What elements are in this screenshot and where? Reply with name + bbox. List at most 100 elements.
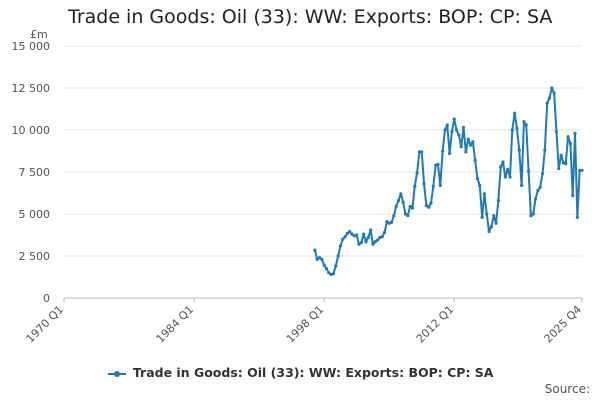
data-point[interactable] [345, 231, 349, 235]
data-point[interactable] [317, 256, 322, 260]
data-point[interactable] [568, 141, 572, 146]
data-point[interactable] [431, 184, 435, 188]
data-point[interactable] [336, 254, 340, 258]
data-point[interactable] [554, 130, 559, 134]
data-point[interactable] [441, 149, 445, 153]
data-point[interactable] [468, 143, 473, 147]
data-point[interactable] [424, 204, 428, 208]
data-point[interactable] [410, 206, 415, 210]
data-point[interactable] [322, 263, 326, 267]
data-point[interactable] [420, 150, 424, 154]
data-point[interactable] [427, 205, 431, 209]
data-point[interactable] [392, 214, 396, 218]
data-point[interactable] [494, 221, 498, 225]
data-point[interactable] [510, 128, 514, 132]
data-point[interactable] [341, 237, 345, 241]
data-point[interactable] [452, 117, 456, 121]
data-point[interactable] [445, 123, 449, 127]
data-point[interactable] [450, 130, 454, 134]
data-point[interactable] [513, 111, 517, 115]
data-point[interactable] [364, 240, 368, 244]
data-point[interactable] [396, 198, 401, 203]
data-point[interactable] [552, 91, 556, 95]
data-point[interactable] [480, 215, 484, 219]
data-point[interactable] [464, 150, 468, 154]
data-point[interactable] [515, 126, 519, 130]
data-point[interactable] [566, 135, 570, 139]
data-point[interactable] [415, 171, 419, 175]
data-point[interactable] [350, 232, 354, 236]
data-point[interactable] [492, 214, 496, 218]
data-point[interactable] [443, 128, 447, 132]
data-point[interactable] [417, 150, 421, 154]
data-point[interactable] [331, 272, 336, 276]
data-point[interactable] [399, 192, 403, 196]
data-point[interactable] [578, 168, 582, 172]
data-point[interactable] [324, 267, 329, 271]
data-point[interactable] [543, 148, 547, 152]
data-point[interactable] [529, 214, 533, 218]
data-point[interactable] [403, 212, 408, 216]
data-point[interactable] [496, 198, 500, 203]
data-point[interactable] [401, 200, 405, 204]
data-point[interactable] [482, 192, 487, 196]
data-point[interactable] [461, 125, 466, 130]
data-point[interactable] [522, 120, 526, 124]
data-point[interactable] [320, 257, 324, 261]
data-point[interactable] [503, 175, 507, 179]
data-point[interactable] [520, 183, 524, 188]
data-point[interactable] [557, 167, 561, 171]
data-point[interactable] [438, 183, 442, 188]
data-point[interactable] [327, 271, 331, 275]
data-point[interactable] [380, 235, 384, 239]
data-point[interactable] [550, 86, 554, 90]
data-point[interactable] [315, 257, 319, 261]
data-point[interactable] [448, 151, 452, 156]
data-point[interactable] [362, 232, 366, 236]
data-point[interactable] [499, 165, 503, 169]
legend[interactable]: Trade in Goods: Oil (33): WW: Exports: B… [0, 365, 600, 380]
data-point[interactable] [382, 230, 387, 235]
data-point[interactable] [473, 158, 477, 162]
data-point[interactable] [348, 230, 352, 234]
data-point[interactable] [429, 201, 433, 205]
data-point[interactable] [454, 128, 459, 132]
data-point[interactable] [466, 137, 470, 141]
data-point[interactable] [580, 168, 584, 172]
data-point[interactable] [389, 220, 394, 224]
data-point[interactable] [524, 123, 528, 127]
data-point[interactable] [575, 215, 579, 219]
data-point[interactable] [394, 204, 398, 209]
data-point[interactable] [334, 264, 338, 268]
data-point[interactable] [343, 235, 347, 239]
data-point[interactable] [485, 212, 489, 216]
data-point[interactable] [538, 185, 542, 189]
data-point[interactable] [508, 175, 512, 179]
data-point[interactable] [359, 240, 363, 245]
data-point[interactable] [366, 235, 370, 240]
data-point[interactable] [571, 193, 575, 198]
data-point[interactable] [436, 162, 440, 167]
data-point[interactable] [547, 96, 552, 100]
data-point[interactable] [531, 212, 535, 216]
data-point[interactable] [475, 177, 480, 181]
data-point[interactable] [564, 162, 568, 166]
data-point[interactable] [375, 238, 380, 242]
data-point[interactable] [313, 248, 317, 252]
data-point[interactable] [422, 182, 426, 186]
data-point[interactable] [338, 244, 343, 248]
data-point[interactable] [526, 169, 531, 173]
data-point[interactable] [559, 153, 563, 157]
data-point[interactable] [545, 101, 549, 105]
data-point[interactable] [489, 225, 494, 229]
data-point[interactable] [357, 242, 361, 246]
data-point[interactable] [371, 242, 375, 246]
data-point[interactable] [471, 140, 475, 144]
data-point[interactable] [385, 219, 389, 224]
data-point[interactable] [540, 172, 545, 176]
data-point[interactable] [533, 197, 538, 201]
data-point[interactable] [413, 184, 417, 188]
data-point[interactable] [573, 131, 577, 135]
data-point[interactable] [536, 188, 540, 193]
data-point[interactable] [517, 148, 521, 152]
